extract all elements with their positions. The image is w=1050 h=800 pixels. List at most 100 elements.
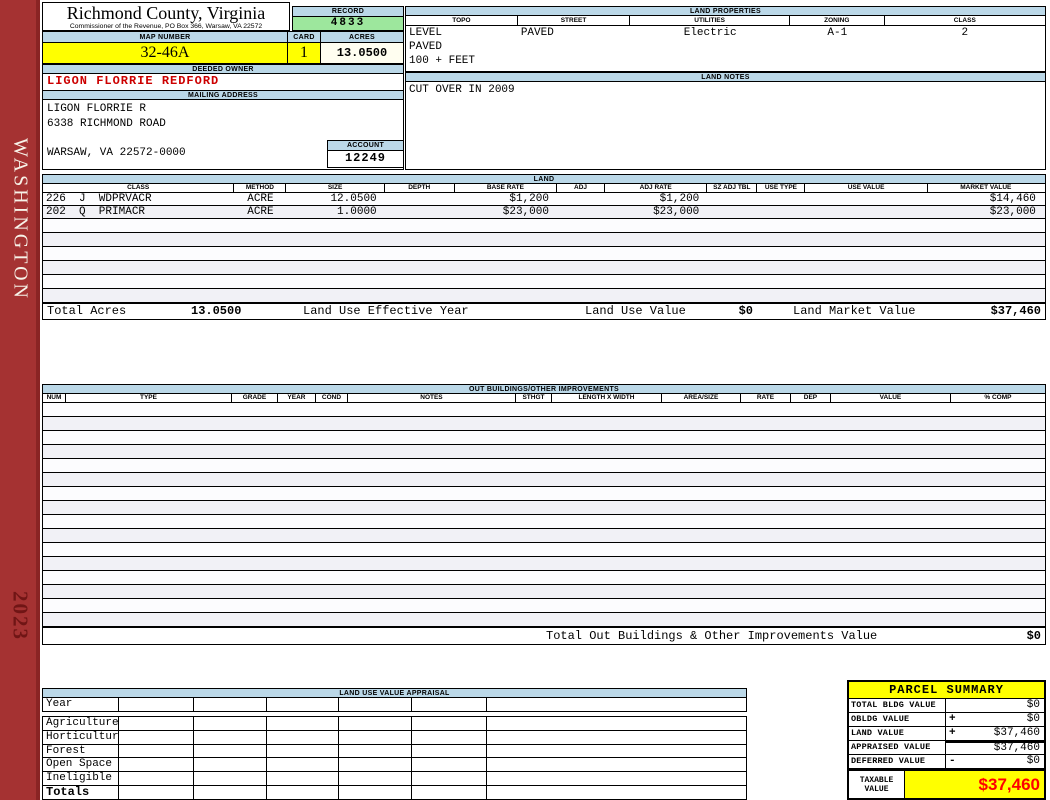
land-market-value-label: Land Market Value — [793, 304, 916, 318]
land-use-appraisal-cell — [194, 758, 267, 772]
taxable-value-row: TAXABLE VALUE $37,460 — [849, 769, 1044, 798]
taxable-value-label: TAXABLE VALUE — [849, 771, 905, 798]
mailing-address-line: 6338 RICHMOND ROAD — [47, 117, 166, 130]
land-col-head: ADJ — [557, 184, 606, 192]
out-buildings-table: OUT BUILDINGS/OTHER IMPROVEMENTS NUM TYPE… — [42, 384, 1046, 645]
land-col-head: SIZE — [286, 184, 385, 192]
parcel-row-value-cell: $37,460 — [946, 741, 1044, 754]
land-use-appraisal-cell — [194, 772, 267, 786]
parcel-summary-row: LAND VALUE + $37,460 — [849, 727, 1044, 741]
out-buildings-colheads: NUM TYPE GRADE YEAR COND NOTES STHGT LENGTH X W… — [43, 394, 1045, 403]
deeded-owner-label: DEEDED OWNER — [43, 65, 403, 74]
parcel-row-operator: - — [949, 755, 956, 767]
land-properties-value: 100 + FEET — [409, 55, 476, 67]
out-buildings-col-head: % COMP — [984, 394, 1012, 401]
land-use-appraisal-cell — [194, 730, 267, 744]
sidebar-county-label: WASHINGTON — [9, 138, 32, 301]
parcel-row-label: APPRAISED VALUE — [849, 741, 946, 754]
land-use-effective-year-label: Land Use Effective Year — [303, 304, 469, 318]
parcel-row-operator — [946, 699, 949, 712]
land-use-appraisal-cell — [412, 786, 487, 799]
land-use-appraisal-row-label: Totals — [43, 786, 119, 799]
land-use-appraisal-cell — [487, 772, 746, 785]
land-empty-row — [43, 261, 1045, 275]
land-use-value: $0 — [738, 304, 753, 318]
land-cell — [557, 206, 605, 218]
land-use-appraisal-cell — [194, 698, 267, 711]
parcel-row-label: DEFERRED VALUE — [849, 755, 946, 768]
land-properties-value: PAVED — [520, 27, 554, 39]
land-use-appraisal-cell — [339, 698, 412, 711]
land-use-appraisal-cell — [412, 758, 487, 772]
out-buildings-col-head: RATE — [741, 394, 791, 402]
out-buildings-empty-row — [43, 459, 1045, 473]
acres-col: ACRES 13.0500 — [321, 32, 403, 63]
commissioner-address: Commissioner of the Revenue, PO Box 366,… — [69, 23, 263, 30]
parcel-row-label: LAND VALUE — [849, 727, 946, 740]
land-use-appraisal-cell — [412, 744, 487, 758]
total-acres-label: Total Acres — [47, 304, 127, 318]
land-properties-value: 2 — [961, 27, 969, 39]
out-buildings-col-head: DEP — [791, 394, 831, 402]
mailing-address-line: WARSAW, VA 22572-0000 — [47, 146, 186, 159]
land-col-head: CLASS — [43, 184, 235, 192]
land-use-appraisal-row-label: Year — [43, 698, 119, 711]
land-properties-row: LEVEL PAVED Electric A-1 2 — [406, 26, 1045, 40]
out-buildings-empty-row — [43, 613, 1045, 627]
land-cell — [805, 206, 927, 218]
land-use-appraisal-cell — [339, 772, 412, 786]
land-use-appraisal-cell — [119, 786, 194, 799]
out-buildings-total-value: $0 — [1026, 629, 1041, 643]
land-cell: $23,000 — [653, 206, 700, 218]
land-empty-row — [43, 275, 1045, 289]
out-buildings-col-head: GRADE — [232, 394, 278, 402]
land-use-appraisal-label: LAND USE VALUE APPRAISAL — [43, 689, 746, 698]
out-buildings-empty-row — [43, 473, 1045, 487]
land-use-appraisal-cell — [487, 786, 746, 799]
land-use-appraisal-row: Horticulture — [43, 730, 746, 745]
land-use-appraisal-cell — [487, 698, 746, 711]
land-use-appraisal-cell — [412, 698, 487, 711]
land-use-appraisal-row-label: Open Space — [43, 758, 119, 772]
total-acres-value: 13.0500 — [191, 304, 242, 318]
land-use-appraisal-cell — [267, 744, 339, 758]
out-buildings-empty-row — [43, 571, 1045, 585]
parcel-row-value-cell: + $0 — [946, 713, 1044, 726]
land-cell: ACRE — [247, 206, 274, 218]
deeded-owner-box: DEEDED OWNER LIGON FLORRIE REDFORD — [42, 64, 404, 90]
land-cell: $1,200 — [509, 193, 549, 205]
land-cell: 202 Q PRIMACR — [46, 206, 146, 218]
land-properties-col-head: ZONING — [790, 16, 885, 25]
sidebar: WASHINGTON 2023 — [0, 0, 40, 800]
land-properties-values: LEVEL PAVED Electric A-1 2 PAVED 100 + FEET — [406, 26, 1045, 68]
land-use-appraisal-row: Year — [43, 698, 746, 711]
land-use-appraisal-cell — [412, 730, 487, 744]
land-properties-value: Electric — [683, 27, 737, 39]
parcel-summary-row: OBLDG VALUE + $0 — [849, 713, 1044, 727]
land-use-appraisal-rows: Agriculture Horticulture Forest Open Space I… — [42, 716, 747, 800]
parcel-row-label: OBLDG VALUE — [849, 713, 946, 726]
land-use-appraisal-cell — [267, 786, 339, 799]
acres-value: 13.0500 — [321, 43, 403, 63]
card-label: CARD — [288, 32, 320, 43]
mailing-address-line: LIGON FLORRIE R — [47, 103, 147, 115]
land-use-appraisal-cell — [119, 730, 194, 744]
record-box: RECORD 4833 — [292, 6, 404, 31]
out-buildings-empty-row — [43, 515, 1045, 529]
land-properties-label: LAND PROPERTIES — [406, 7, 1045, 16]
land-use-appraisal-cell — [339, 758, 412, 772]
out-buildings-col-head: STHGT — [516, 394, 552, 402]
out-buildings-empty-row — [43, 501, 1045, 515]
land-properties-value: PAVED — [409, 41, 443, 53]
land-use-appraisal-cell — [339, 786, 412, 799]
acres-label: ACRES — [321, 32, 403, 43]
land-use-appraisal-row: Forest — [43, 744, 746, 759]
land-use-appraisal-header-box: LAND USE VALUE APPRAISAL Year — [42, 688, 747, 712]
mailing-address-label: MAILING ADDRESS — [43, 91, 403, 100]
out-buildings-empty-row — [43, 599, 1045, 613]
out-buildings-empty-row — [43, 445, 1045, 459]
land-use-appraisal-cell — [267, 698, 339, 711]
land-use-value-label: Land Use Value — [585, 304, 686, 318]
land-row: 226 J WDPRVACR ACRE 12.0500 $1,200 $1,200 $14… — [43, 193, 1045, 206]
out-buildings-empty-row — [43, 487, 1045, 501]
